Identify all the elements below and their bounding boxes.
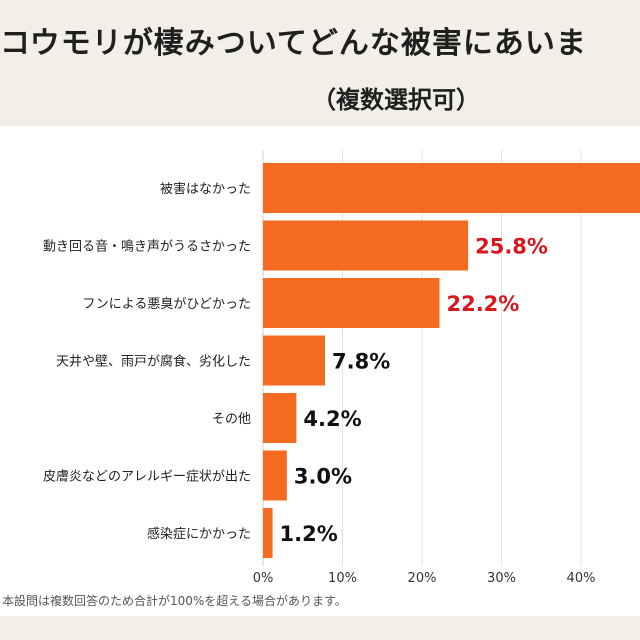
category-label: 天井や壁、雨戸が腐食、劣化した — [56, 354, 251, 370]
x-tick-label: 30% — [487, 571, 516, 586]
footnote: 本設問は複数回答のため合計が100%を超える場合があります。 — [2, 593, 347, 608]
category-label: 被害はなかった — [160, 181, 251, 197]
category-label: 動き回る音・鳴き声がうるさかった — [43, 239, 251, 255]
bar — [263, 393, 297, 443]
x-tick-label: 40% — [567, 571, 596, 586]
bar — [263, 163, 640, 213]
header: コウモリが棲みついてどんな被害にあいま （複数選択可） — [0, 0, 640, 126]
data-label: 3.0% — [294, 465, 352, 489]
data-label: 1.2% — [280, 522, 338, 546]
data-label: 22.2% — [446, 292, 519, 316]
x-tick-label: 20% — [408, 571, 437, 586]
category-label: 感染症にかかった — [147, 526, 251, 542]
chart-title: コウモリが棲みついてどんな被害にあいま — [0, 26, 587, 61]
category-label: 皮膚炎などのアレルギー症状が出た — [43, 469, 251, 485]
data-label: 7.8% — [332, 350, 390, 374]
x-tick-label: 0% — [253, 571, 274, 586]
x-tick-label: 10% — [328, 571, 357, 586]
category-label: フンによる悪臭がひどかった — [83, 297, 251, 312]
data-label: 4.2% — [303, 407, 361, 431]
bar — [263, 450, 287, 501]
bar — [263, 220, 469, 271]
bar — [263, 335, 326, 386]
category-label: その他 — [212, 412, 251, 427]
bar — [263, 508, 273, 558]
data-label: 25.8% — [475, 235, 548, 259]
chart-subtitle: （複数選択可） — [312, 86, 480, 114]
footer-band — [0, 616, 640, 640]
bar — [263, 278, 440, 328]
